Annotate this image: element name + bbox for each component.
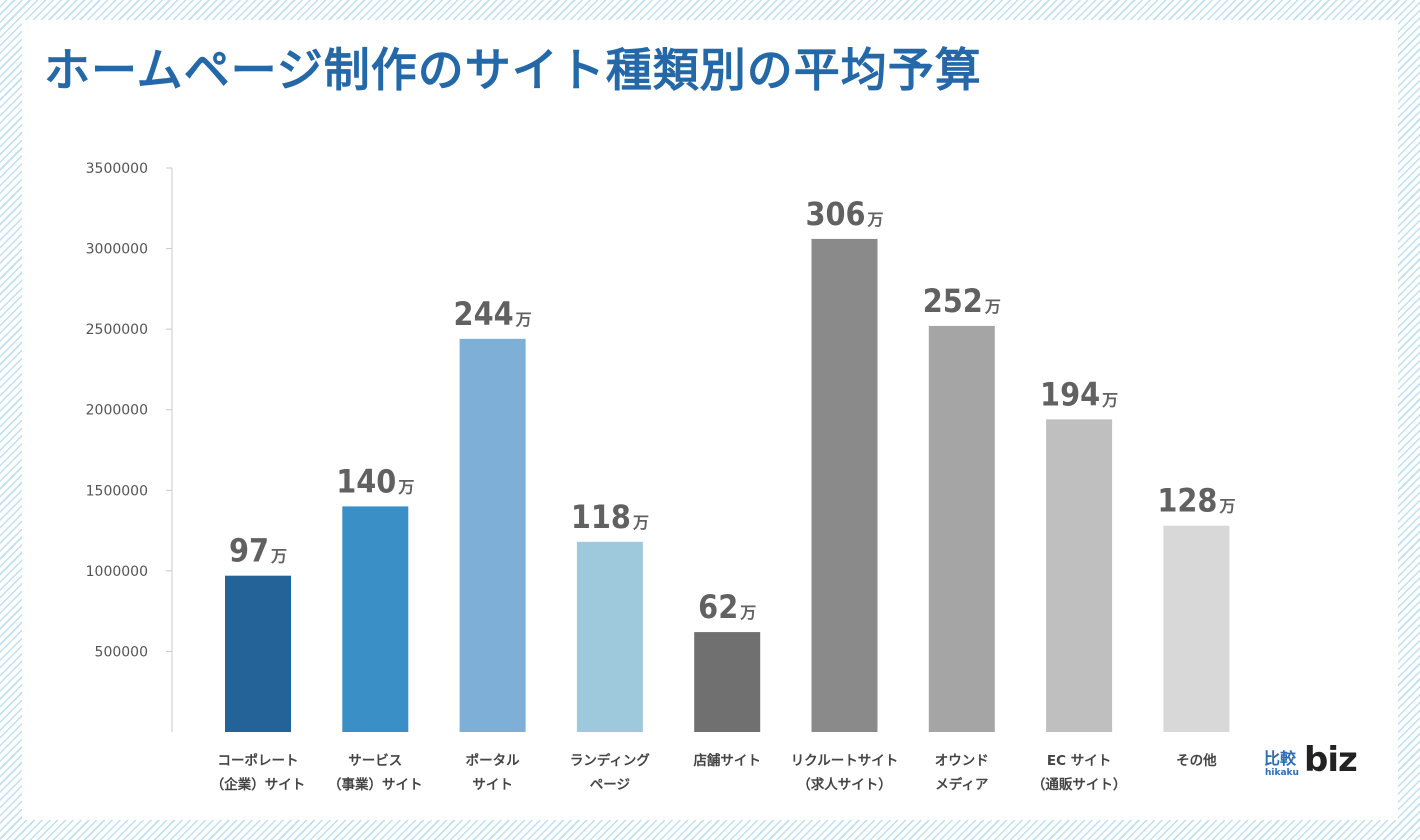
y-tick-label: 3000000 (86, 242, 148, 258)
data-label-value: 62 (698, 588, 738, 626)
data-label: 118 万 (571, 498, 649, 536)
data-label-value: 118 (571, 498, 631, 536)
data-label: 140 万 (336, 462, 414, 500)
data-label-unit: 万 (515, 310, 532, 329)
data-label: 244 万 (454, 295, 532, 333)
bar (1046, 419, 1113, 732)
data-label: 62 万 (698, 588, 756, 626)
x-tick-label: コーポレート (218, 752, 299, 769)
data-label-value: 128 (1157, 482, 1217, 520)
x-tick-label: ポータル (466, 752, 520, 769)
x-tick-label: ランディング (570, 752, 651, 769)
bar (225, 575, 291, 732)
data-label-value: 97 (229, 532, 269, 570)
bar (459, 338, 526, 732)
bar (342, 506, 409, 732)
x-tick-label: その他 (1176, 752, 1217, 769)
bar (811, 238, 878, 732)
x-tick-label: メディア (935, 776, 988, 793)
data-label-value: 140 (336, 462, 396, 500)
x-tick-label: サービス (348, 753, 402, 769)
x-tick-label: オウンド (935, 753, 989, 769)
data-label-unit: 万 (397, 477, 414, 496)
y-tick-label: 500000 (95, 644, 148, 660)
data-label-value: 244 (454, 295, 514, 333)
x-tick-label: リクルートサイト (791, 753, 899, 769)
data-label-unit: 万 (270, 547, 287, 566)
data-label-unit: 万 (1101, 390, 1118, 409)
data-label: 252 万 (923, 282, 1001, 320)
y-tick-label: 2500000 (86, 322, 148, 338)
bar (576, 541, 643, 732)
x-tick-label: ページ (590, 777, 631, 793)
hikaku-biz-logo: 比較 hikaku biz (1264, 740, 1358, 788)
x-tick-label: （求人サイト） (797, 776, 892, 793)
y-tick-label: 1000000 (86, 564, 148, 580)
bar (694, 632, 761, 732)
x-tick-label: （事業）サイト (328, 776, 423, 793)
x-tick-label: 店舗サイト (693, 752, 761, 769)
x-tick-label: サイト (472, 777, 513, 793)
data-label: 97 万 (229, 532, 287, 570)
data-label-unit: 万 (867, 210, 884, 229)
logo-word: biz (1304, 740, 1358, 780)
logo-roman: hikaku (1265, 768, 1299, 778)
x-tick-label: EC サイト (1047, 753, 1111, 769)
bar (1163, 525, 1230, 732)
data-label: 128 万 (1157, 482, 1235, 520)
data-label-unit: 万 (1218, 497, 1235, 516)
data-label-value: 194 (1040, 375, 1100, 413)
data-label: 194 万 (1040, 375, 1118, 413)
data-label-unit: 万 (739, 603, 756, 622)
data-label-value: 306 (805, 195, 865, 233)
data-label: 306 万 (805, 195, 883, 233)
x-tick-label: （企業）サイト (211, 776, 306, 793)
logo-kanji: 比較 (1264, 749, 1297, 768)
bar (928, 325, 995, 732)
y-tick-label: 2000000 (86, 403, 148, 419)
y-tick-label: 3500000 (86, 161, 148, 177)
data-label-unit: 万 (632, 513, 649, 532)
x-tick-label: （通販サイト） (1032, 776, 1127, 793)
y-tick-label: 1500000 (86, 483, 148, 499)
chart-title: ホームページ制作のサイト種類別の平均予算 (44, 43, 982, 97)
data-label-unit: 万 (984, 297, 1001, 316)
data-label-value: 252 (923, 282, 983, 320)
